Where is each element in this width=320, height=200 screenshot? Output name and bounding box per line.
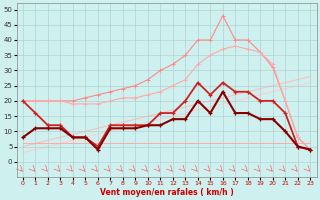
X-axis label: Vent moyen/en rafales ( km/h ): Vent moyen/en rafales ( km/h ) bbox=[100, 188, 234, 197]
